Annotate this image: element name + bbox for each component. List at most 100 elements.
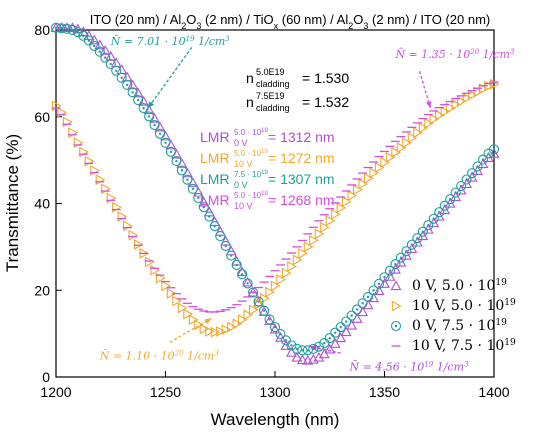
data-point bbox=[280, 340, 292, 350]
data-point bbox=[165, 146, 177, 157]
data-point bbox=[318, 348, 330, 359]
data-point bbox=[172, 295, 183, 307]
data-point bbox=[358, 178, 369, 190]
data-point bbox=[314, 228, 325, 240]
data-point bbox=[467, 89, 478, 101]
lmr-label: LMR bbox=[200, 192, 230, 208]
data-point bbox=[227, 321, 237, 333]
x-tick-label: 1300 bbox=[259, 384, 290, 400]
data-point bbox=[226, 250, 237, 261]
data-point bbox=[335, 322, 346, 333]
y-tick-label: 20 bbox=[34, 282, 50, 298]
data-point bbox=[462, 92, 473, 104]
y-tick-label: 0 bbox=[42, 369, 50, 385]
data-point bbox=[210, 326, 221, 338]
data-point bbox=[105, 58, 116, 70]
data-point bbox=[193, 192, 204, 203]
data-point bbox=[176, 165, 187, 176]
data-point bbox=[330, 327, 341, 338]
data-point bbox=[199, 323, 210, 335]
series-3 bbox=[50, 22, 500, 356]
data-point bbox=[325, 215, 336, 227]
data-point bbox=[177, 302, 188, 314]
data-point bbox=[232, 318, 243, 330]
data-point bbox=[150, 264, 161, 276]
data-point bbox=[368, 292, 379, 303]
data-point bbox=[368, 285, 379, 296]
lmr-label: LMR bbox=[200, 129, 230, 145]
lmr-sup: 7.5 · 1019 bbox=[234, 170, 268, 179]
data-point bbox=[259, 292, 270, 304]
data-point bbox=[340, 326, 352, 337]
data-point bbox=[187, 183, 198, 194]
data-point bbox=[296, 354, 308, 365]
legend-label: 10 V, 5.0 · 1019 bbox=[412, 298, 516, 314]
data-point bbox=[329, 338, 341, 348]
data-point bbox=[106, 192, 117, 204]
data-point bbox=[161, 280, 172, 292]
refractive-index-value: = 1.532 bbox=[302, 94, 349, 110]
data-point bbox=[379, 272, 390, 283]
data-point bbox=[373, 278, 385, 289]
data-point bbox=[374, 162, 385, 173]
data-point bbox=[132, 87, 144, 98]
annotations: N̄ = 7.01 · 1019 1/cm3 N̄ = 1.35 · 1020 1… bbox=[99, 35, 515, 373]
data-point bbox=[417, 226, 428, 237]
data-point bbox=[373, 285, 385, 295]
data-point bbox=[187, 177, 199, 187]
data-point bbox=[138, 103, 149, 114]
data-point bbox=[287, 261, 298, 272]
annotation-label: N̄ = 4.56 · 1019 1/cm3 bbox=[348, 360, 469, 373]
data-point bbox=[342, 196, 352, 208]
refractive-index-sub: cladding bbox=[256, 103, 290, 113]
data-point bbox=[298, 247, 309, 259]
data-point bbox=[472, 161, 483, 172]
data-point bbox=[122, 79, 133, 90]
data-point bbox=[324, 343, 336, 354]
data-point bbox=[143, 104, 155, 115]
data-point bbox=[66, 22, 78, 32]
data-point bbox=[428, 213, 439, 224]
data-point bbox=[320, 221, 330, 233]
arrow-head bbox=[147, 101, 154, 109]
lmr-sub: 0 V bbox=[234, 180, 248, 190]
x-tick-label: 1200 bbox=[40, 384, 71, 400]
data-point bbox=[253, 296, 264, 307]
data-point bbox=[84, 155, 95, 167]
data-point bbox=[94, 46, 105, 57]
lmr-sup: 5.0 · 1019 bbox=[234, 149, 268, 158]
data-point bbox=[67, 24, 78, 35]
data-point bbox=[105, 50, 117, 61]
data-point bbox=[324, 333, 335, 344]
data-point bbox=[216, 326, 226, 337]
data-point bbox=[407, 132, 418, 144]
data-point bbox=[477, 154, 489, 165]
data-point bbox=[347, 190, 358, 202]
data-point bbox=[357, 298, 368, 309]
data-point bbox=[95, 174, 106, 186]
lmr-sup: 5.0 · 1019 bbox=[234, 128, 268, 137]
data-point bbox=[155, 272, 166, 284]
data-point bbox=[450, 187, 461, 198]
data-point bbox=[467, 168, 478, 179]
refractive-index-label: n bbox=[246, 70, 254, 86]
data-point bbox=[231, 259, 242, 271]
data-point bbox=[221, 324, 232, 336]
annotation-arrow bbox=[169, 317, 212, 343]
data-point bbox=[380, 156, 391, 168]
data-point bbox=[346, 310, 357, 321]
data-point bbox=[242, 278, 253, 289]
data-point bbox=[61, 22, 73, 32]
data-point bbox=[171, 148, 182, 159]
data-point bbox=[89, 40, 100, 52]
data-point bbox=[149, 112, 160, 123]
x-tick-label: 1250 bbox=[150, 384, 181, 400]
legend-label: 10 V, 7.5 · 1019 bbox=[412, 338, 516, 354]
legend-marker bbox=[390, 280, 402, 291]
y-ticks: 0 20 40 60 80 bbox=[34, 22, 62, 385]
lmr-value: = 1272 nm bbox=[268, 150, 335, 166]
data-point bbox=[424, 117, 434, 129]
data-point bbox=[269, 322, 281, 333]
arrow-head bbox=[204, 318, 212, 325]
